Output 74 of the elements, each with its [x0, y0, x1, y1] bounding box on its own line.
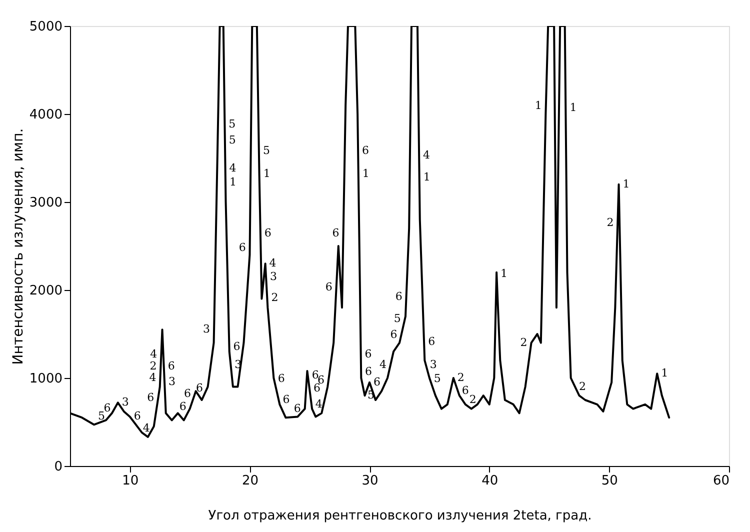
annotation: 6 [314, 382, 321, 395]
annotation: 2 [579, 380, 586, 393]
annotation: 6 [312, 368, 319, 382]
x-tick-label: 40 [482, 474, 498, 488]
y-tick-label: 1000 [29, 372, 62, 386]
annotation: 6 [364, 348, 372, 361]
annotation: 6 [104, 401, 111, 414]
annotation: 4 [423, 148, 430, 162]
annotation: 4 [315, 397, 322, 410]
x-axis-title: Угол отражения рентгеновского излучения 2teta, град. [208, 508, 592, 524]
annotation: 6 [428, 334, 436, 348]
annotation: 3 [122, 396, 129, 409]
annotation: 3 [430, 358, 437, 371]
annotation: 5 [228, 133, 236, 146]
y-tick-label: 5000 [29, 20, 62, 34]
annotation: 1 [423, 170, 430, 184]
annotation: 6 [168, 360, 175, 373]
annotation: 6 [332, 226, 340, 240]
annotation: 6 [179, 400, 186, 414]
annotation: 4 [380, 358, 387, 371]
y-tick-label: 0 [54, 460, 62, 474]
annotation: 4 [269, 256, 276, 270]
annotation: 2 [150, 360, 157, 373]
annotation: 6 [374, 375, 381, 388]
annotation: 4 [150, 348, 158, 361]
annotation: 6 [325, 280, 332, 294]
x-tick-label: 50 [601, 474, 618, 488]
annotation: 5 [394, 312, 401, 326]
annotation: 6 [147, 390, 154, 404]
annotation: 4 [142, 422, 150, 435]
annotation: 5 [434, 372, 441, 385]
y-tick-label: 3000 [29, 196, 62, 210]
annotation: 6 [264, 226, 272, 240]
annotation: 1 [362, 166, 370, 180]
annotation: 5 [228, 118, 236, 131]
annotation: 4 [229, 162, 236, 175]
annotation: 2 [520, 336, 528, 349]
y-tick-label: 2000 [29, 284, 62, 298]
annotation: 6 [233, 340, 240, 354]
annotation: 2 [469, 393, 476, 406]
y-tick-label: 4000 [29, 108, 62, 122]
annotation: 6 [462, 384, 469, 398]
annotation: 3 [203, 322, 210, 336]
annotation: 1 [230, 176, 237, 189]
annotation: 6 [238, 240, 246, 254]
annotation: 3 [168, 374, 176, 388]
annotation: 1 [263, 166, 270, 180]
annotation: 1 [570, 100, 577, 114]
annotation: 1 [500, 267, 508, 280]
annotation: 6 [294, 402, 301, 415]
annotation: 4 [149, 371, 156, 384]
annotation: 6 [134, 410, 141, 423]
x-tick-label: 20 [242, 474, 258, 488]
annotation: 6 [390, 328, 398, 341]
y-axis-title: Интенсивность излучения, имп. [10, 128, 26, 365]
annotation: 2 [271, 290, 278, 304]
annotation: 1 [661, 366, 668, 380]
annotation: 6 [395, 290, 402, 304]
annotation: 2 [606, 216, 614, 230]
annotation: 5 [262, 144, 270, 157]
annotation: 3 [270, 270, 278, 283]
annotation: 6 [282, 393, 290, 406]
annotation: 6 [196, 382, 203, 395]
x-tick-label: 60 [712, 474, 730, 488]
annotation: 2 [457, 371, 464, 384]
annotation: 1 [622, 177, 630, 190]
x-tick-label: 10 [122, 474, 139, 488]
x-tick-label: 30 [362, 474, 378, 488]
annotation: 1 [534, 99, 542, 112]
annotation: 5 [98, 410, 105, 423]
annotation: 6 [362, 144, 370, 157]
annotation: 6 [184, 386, 191, 400]
annotation: 6 [278, 372, 285, 385]
annotation: 6 [365, 364, 372, 378]
